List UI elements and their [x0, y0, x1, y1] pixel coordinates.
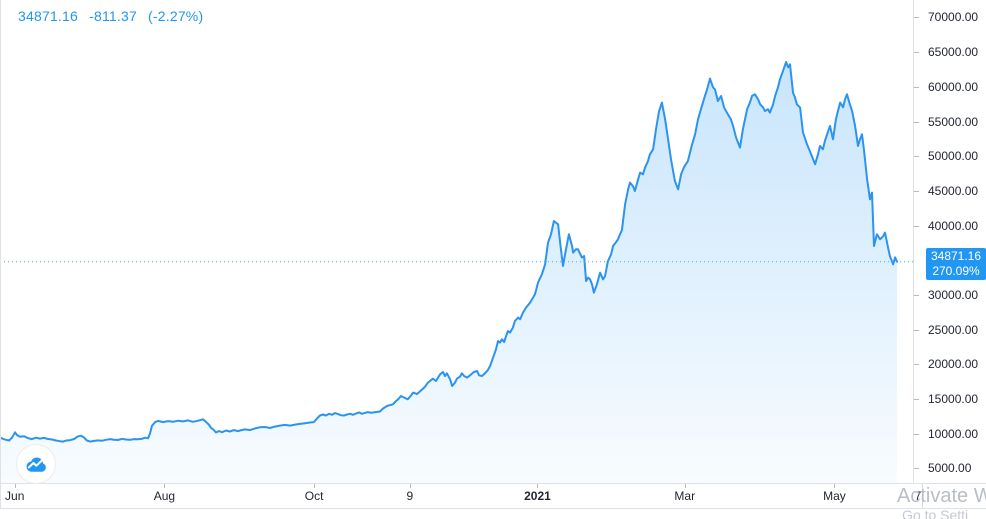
price-tick-label: 15000.00 — [928, 392, 979, 407]
time-tick-mark — [834, 483, 836, 488]
legend-change: -811.37 — [89, 8, 137, 24]
time-scale[interactable]: Jun Aug Oct 9 2021 Mar May 7 — [0, 483, 986, 508]
price-tick-mark — [913, 468, 919, 470]
scale-corner-separator — [922, 483, 924, 508]
price-tick-mark — [913, 52, 919, 54]
time-tick-mark — [684, 483, 686, 488]
time-tick-mark — [537, 483, 539, 488]
price-tick-label: 70000.00 — [928, 10, 979, 25]
price-tick-mark — [913, 225, 919, 227]
windows-activation-watermark-line2: Go to Setti — [902, 507, 969, 519]
time-tick-mark — [14, 483, 16, 488]
time-tick-label: 7 — [914, 489, 922, 503]
price-tick-label: 5000.00 — [928, 461, 972, 476]
windows-activation-watermark-line1: Activate W — [897, 485, 986, 507]
tradingview-cloud-icon — [26, 456, 46, 472]
time-tick-label: 9 — [406, 489, 414, 503]
price-tick-label: 10000.00 — [928, 426, 979, 441]
price-tick-mark — [913, 399, 919, 401]
price-tick-mark — [913, 433, 919, 435]
price-tick-label: 65000.00 — [928, 45, 979, 60]
price-tick-label: 45000.00 — [928, 183, 979, 198]
left-border — [0, 0, 1, 508]
time-tick-label: Jun — [5, 489, 25, 503]
price-tick-label: 25000.00 — [928, 322, 979, 337]
legend-price-change: 34871.16 -811.37 (-2.27%) — [18, 8, 210, 24]
price-tick-label: 50000.00 — [928, 149, 979, 164]
price-tick-mark — [913, 295, 919, 296]
price-tick-mark — [913, 17, 919, 19]
time-tick-label: Aug — [153, 489, 176, 503]
last-price-change-pct: 270.09% — [932, 263, 980, 278]
time-tick-mark — [164, 483, 166, 488]
price-tick-mark — [913, 121, 919, 123]
time-tick-mark — [409, 483, 411, 488]
area-fill — [0, 62, 897, 483]
time-tick-label: 2021 — [524, 489, 551, 503]
price-tick-mark — [913, 86, 919, 88]
legend-change-pct: (-2.27%) — [148, 8, 204, 24]
price-line — [0, 61, 898, 443]
price-scale[interactable]: 70000.00 65000.00 60000.00 55000.00 50000.00… — [913, 0, 986, 483]
last-price-value: 34871.16 — [930, 248, 982, 263]
time-scale-bottom-border — [0, 508, 986, 509]
time-tick-label: Oct — [304, 489, 324, 503]
time-tick-mark — [314, 483, 316, 488]
time-tick-label: May — [823, 489, 846, 503]
price-tick-label: 40000.00 — [928, 218, 979, 233]
legend-last-price: 34871.16 — [18, 8, 78, 24]
price-scale-border — [913, 0, 914, 483]
time-tick-label: Mar — [674, 489, 696, 503]
chart-plot-area[interactable] — [0, 0, 925, 483]
price-tick-label: 20000.00 — [928, 357, 979, 372]
price-chart-canvas[interactable] — [0, 0, 925, 483]
price-tick-mark — [913, 364, 919, 366]
price-tick-mark — [913, 156, 919, 158]
last-price-label: 34871.16 270.09% — [926, 247, 986, 280]
price-tick-label: 30000.00 — [928, 288, 979, 302]
price-tick-label: 60000.00 — [928, 79, 979, 94]
price-tick-mark — [913, 190, 919, 192]
price-tick-label: 55000.00 — [928, 114, 979, 129]
plot-bottom-border — [0, 483, 986, 484]
price-tick-mark — [913, 329, 919, 331]
tradingview-logo-button[interactable] — [16, 444, 56, 484]
